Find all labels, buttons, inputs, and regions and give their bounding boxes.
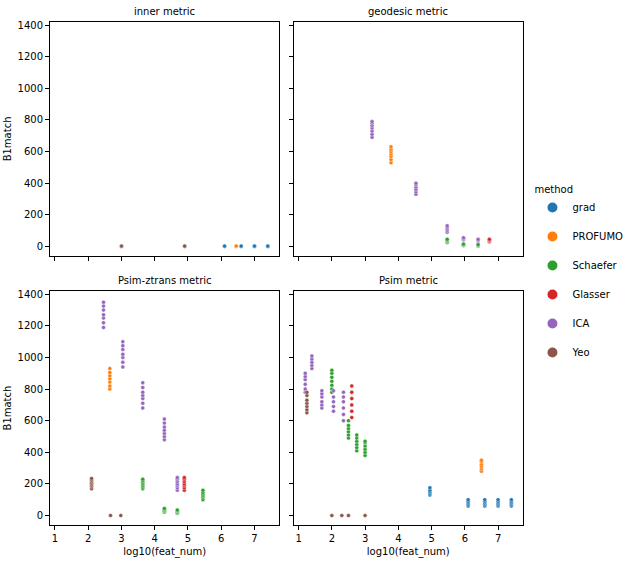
- svg-text:PROFUMO: PROFUMO: [572, 231, 623, 242]
- svg-text:1: 1: [52, 533, 58, 544]
- svg-text:inner metric: inner metric: [134, 6, 195, 17]
- svg-text:B1match: B1match: [2, 386, 13, 431]
- svg-text:1400: 1400: [18, 20, 43, 31]
- svg-text:2: 2: [329, 533, 335, 544]
- svg-text:400: 400: [24, 447, 43, 458]
- svg-text:200: 200: [24, 478, 43, 489]
- svg-text:Yeo: Yeo: [571, 347, 589, 358]
- svg-text:800: 800: [24, 384, 43, 395]
- svg-text:1: 1: [295, 533, 301, 544]
- svg-text:3: 3: [362, 533, 368, 544]
- svg-text:1200: 1200: [18, 51, 43, 62]
- svg-text:4: 4: [395, 533, 401, 544]
- svg-text:ICA: ICA: [572, 318, 589, 329]
- svg-text:6: 6: [462, 533, 468, 544]
- svg-text:Schaefer: Schaefer: [572, 260, 617, 271]
- svg-text:5: 5: [185, 533, 191, 544]
- svg-text:geodesic metric: geodesic metric: [368, 6, 448, 17]
- svg-text:B1match: B1match: [2, 117, 13, 162]
- svg-text:0: 0: [37, 241, 43, 252]
- svg-text:log10(feat_num): log10(feat_num): [123, 546, 206, 558]
- svg-text:Psim-ztrans metric: Psim-ztrans metric: [118, 275, 212, 286]
- svg-text:Psim metric: Psim metric: [379, 275, 438, 286]
- svg-text:0: 0: [37, 510, 43, 521]
- svg-text:200: 200: [24, 209, 43, 220]
- svg-text:4: 4: [152, 533, 158, 544]
- svg-text:600: 600: [24, 415, 43, 426]
- svg-text:800: 800: [24, 114, 43, 125]
- svg-text:1400: 1400: [18, 289, 43, 300]
- svg-text:600: 600: [24, 146, 43, 157]
- svg-text:5: 5: [428, 533, 434, 544]
- svg-text:7: 7: [251, 533, 257, 544]
- svg-text:log10(feat_num): log10(feat_num): [367, 546, 450, 558]
- svg-text:1000: 1000: [18, 352, 43, 363]
- svg-text:method: method: [534, 184, 573, 195]
- svg-text:2: 2: [85, 533, 91, 544]
- svg-text:grad: grad: [572, 202, 595, 213]
- svg-text:Glasser: Glasser: [572, 289, 610, 300]
- svg-text:1200: 1200: [18, 320, 43, 331]
- svg-text:400: 400: [24, 178, 43, 189]
- svg-text:3: 3: [118, 533, 124, 544]
- svg-text:6: 6: [218, 533, 224, 544]
- svg-text:1000: 1000: [18, 83, 43, 94]
- svg-text:7: 7: [495, 533, 501, 544]
